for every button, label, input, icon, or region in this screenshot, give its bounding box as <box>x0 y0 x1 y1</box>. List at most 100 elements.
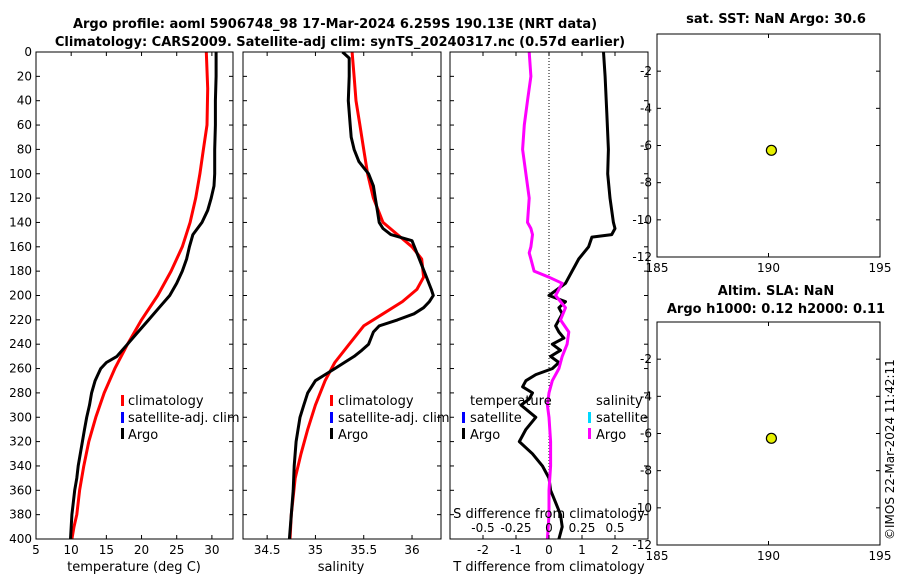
y-tick-label: 140 <box>9 215 32 229</box>
legend-swatch-argo <box>462 428 465 439</box>
sst-location-panel: 185 190 195 -2 -4 -6 -8 -10 -12 <box>632 33 892 275</box>
difference-legend-salinity: salinity satellite Argo <box>588 394 648 443</box>
figure-title-line1: Argo profile: aoml 5906748_98 17-Mar-202… <box>73 17 597 32</box>
y-tick-label: -10 <box>632 213 652 227</box>
difference-legend-temperature: temperature satellite Argo <box>462 394 552 443</box>
y-tick-label: 260 <box>9 362 32 376</box>
legend-swatch-argo <box>121 428 124 439</box>
x-tick-label: 185 <box>646 549 669 563</box>
x-tick-label: -2 <box>477 543 489 557</box>
legend-label-climatology: climatology <box>338 394 414 409</box>
y-tick-label: -6 <box>640 139 652 153</box>
x-tick-label: 25 <box>169 543 184 557</box>
series-group <box>517 52 617 539</box>
x-tick-label: 195 <box>869 261 892 275</box>
sla-panel-title-line2: Argo h1000: 0.12 h2000: 0.11 <box>667 302 885 317</box>
y-tick-label: 340 <box>9 459 32 473</box>
legend-label-satellite: satellite <box>470 411 522 426</box>
difference-xlabel: T difference from climatology <box>452 560 645 575</box>
argo-location-marker <box>765 144 777 156</box>
series-group <box>68 52 218 539</box>
legend-swatch-climatology <box>121 395 124 406</box>
legend-label-satellite: satellite-adj. clim <box>338 411 450 426</box>
y-tick-label: 20 <box>17 69 32 83</box>
watermark: ©IMOS 22-Mar-2024 11:42:11 <box>883 359 897 540</box>
legend-title-temperature: temperature <box>470 394 552 409</box>
x-tick-label: -1 <box>510 543 522 557</box>
temperature-panel: 5 10 15 20 25 3002040608010012014016018020022… <box>9 45 234 557</box>
series-line-argo-t-difference <box>517 52 617 539</box>
y-tick-label: -2 <box>640 352 652 366</box>
argo-location-marker <box>765 432 777 444</box>
series-line-argo <box>287 52 435 539</box>
legend-label-satellite: satellite-adj. clim <box>128 411 240 426</box>
x-tick-top-label: -0.25 <box>500 521 531 535</box>
y-tick-label: -8 <box>640 176 652 190</box>
x-tick-label: 10 <box>64 543 79 557</box>
axes-box <box>35 51 234 540</box>
x-tick-label: 185 <box>646 261 669 275</box>
legend-swatch-satellite <box>330 412 333 423</box>
x-tick-top-label: -0.5 <box>471 521 494 535</box>
difference-xlabel-top: S difference from climatology <box>453 507 645 522</box>
y-tick-label: 200 <box>9 289 32 303</box>
legend-label-argo: Argo <box>596 428 626 443</box>
x-tick-label: 190 <box>757 549 780 563</box>
legend-swatch-satellite <box>121 412 124 423</box>
sla-location-panel: 185 190 195 -2 -4 -6 -8 -10 -12 <box>632 321 892 563</box>
legend-label-argo: Argo <box>128 428 158 443</box>
y-tick-label: -6 <box>640 427 652 441</box>
y-tick-label: -8 <box>640 464 652 478</box>
y-tick-label: -12 <box>632 250 652 264</box>
y-tick-label: -12 <box>632 538 652 552</box>
y-tick-label: 280 <box>9 386 32 400</box>
axes-box <box>656 33 881 258</box>
y-tick-label: 180 <box>9 264 32 278</box>
salinity-legend: climatology satellite-adj. clim Argo <box>330 394 450 443</box>
series-group <box>287 52 435 539</box>
x-tick-label: 15 <box>99 543 114 557</box>
legend-label-argo: Argo <box>470 428 500 443</box>
y-tick-label: -4 <box>640 101 652 115</box>
y-tick-label: 120 <box>9 191 32 205</box>
axes-box <box>656 321 881 546</box>
legend-label-argo: Argo <box>338 428 368 443</box>
y-tick-label: 380 <box>9 508 32 522</box>
temperature-xlabel: temperature (deg C) <box>67 560 201 575</box>
legend-swatch-satellite <box>462 412 465 423</box>
x-tick-top-label: 0.25 <box>569 521 596 535</box>
figure-title-line2: Climatology: CARS2009. Satellite-adj cli… <box>55 35 625 50</box>
y-tick-label: 360 <box>9 483 32 497</box>
y-tick-label: -4 <box>640 389 652 403</box>
legend-swatch-satellite-salinity <box>588 412 591 423</box>
y-tick-label: 0 <box>24 45 32 59</box>
y-tick-label: 400 <box>9 532 32 546</box>
series-line-argo-s-difference <box>521 52 571 539</box>
legend-title-salinity: salinity <box>596 394 643 409</box>
series-line-argo <box>68 52 218 539</box>
x-tick-label: 36 <box>404 543 419 557</box>
y-tick-label: -2 <box>640 64 652 78</box>
x-tick-top-label: 0.5 <box>605 521 624 535</box>
series-line-climatology <box>288 52 426 539</box>
x-tick-label: 35 <box>308 543 323 557</box>
x-tick-label: 30 <box>204 543 219 557</box>
x-tick-label: 2 <box>611 543 619 557</box>
y-tick-label: 220 <box>9 313 32 327</box>
x-tick-top-label: 0 <box>545 521 553 535</box>
legend-label-satellite: satellite <box>596 411 648 426</box>
y-tick-label: 160 <box>9 240 32 254</box>
x-tick-label: 5 <box>32 543 40 557</box>
x-tick-label: 190 <box>757 261 780 275</box>
x-tick-label: 195 <box>869 549 892 563</box>
temperature-legend: climatology satellite-adj. clim Argo <box>121 394 240 443</box>
y-tick-label: -10 <box>632 501 652 515</box>
salinity-xlabel: salinity <box>318 560 365 575</box>
y-tick-label: 60 <box>17 118 32 132</box>
x-tick-label: 34.5 <box>254 543 281 557</box>
legend-swatch-argo <box>330 428 333 439</box>
salinity-panel: 34.5 35 35.5 36 <box>242 51 442 557</box>
y-tick-label: 80 <box>17 142 32 156</box>
x-tick-label: 1 <box>578 543 586 557</box>
